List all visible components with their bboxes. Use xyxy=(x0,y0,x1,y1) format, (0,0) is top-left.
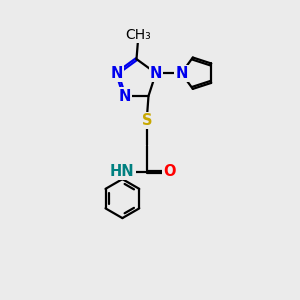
Text: N: N xyxy=(111,66,123,81)
Text: N: N xyxy=(175,66,188,81)
Text: N: N xyxy=(150,66,162,81)
Text: S: S xyxy=(142,113,152,128)
Text: N: N xyxy=(175,66,188,81)
Text: HN: HN xyxy=(110,164,135,179)
Text: CH₃: CH₃ xyxy=(125,28,151,42)
Text: N: N xyxy=(118,88,131,104)
Text: O: O xyxy=(163,164,176,179)
